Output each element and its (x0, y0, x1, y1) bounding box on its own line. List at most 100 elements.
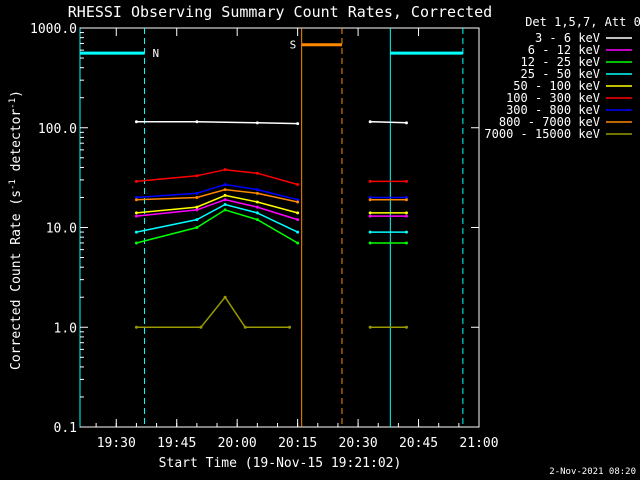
data-point (134, 325, 138, 329)
data-point (255, 218, 259, 222)
y-tick-label: 100.0 (38, 122, 77, 137)
data-point (288, 325, 292, 329)
x-tick-label: 20:15 (278, 436, 317, 451)
data-point (296, 122, 300, 126)
annotation-n: N (153, 47, 160, 60)
legend-label: 25 - 50 keV (521, 67, 600, 81)
data-point (404, 230, 408, 234)
series-line (136, 120, 298, 125)
data-point (404, 121, 408, 125)
data-point (404, 179, 408, 183)
legend-label: 50 - 100 keV (513, 79, 600, 93)
legend-label: 100 - 300 keV (506, 91, 600, 105)
data-point (255, 171, 259, 175)
data-point (255, 121, 259, 125)
data-point (195, 195, 199, 199)
data-point (134, 230, 138, 234)
data-point (368, 198, 372, 202)
y-axis: 0.1 1.0 10.0 100.0 1000.0 (30, 22, 479, 436)
data-point (243, 325, 247, 329)
legend-label: 12 - 25 keV (521, 55, 600, 69)
data-point (296, 230, 300, 234)
data-point (255, 188, 259, 192)
data-point (368, 195, 372, 199)
data-point (134, 195, 138, 199)
data-point (368, 325, 372, 329)
data-point (195, 191, 199, 195)
y-axis-label-mid: detector (9, 109, 24, 180)
x-tick-label: 19:30 (97, 436, 136, 451)
data-point (296, 198, 300, 202)
legend-label: 7000 - 15000 keV (484, 127, 600, 141)
data-point (404, 241, 408, 245)
legend-title: Det 1,5,7, Att 0 (525, 15, 640, 29)
data-point (134, 179, 138, 183)
data-point (404, 211, 408, 215)
data-point (404, 198, 408, 202)
data-point (404, 195, 408, 199)
data-point (199, 325, 203, 329)
data-point (255, 191, 259, 195)
data-point (195, 226, 199, 229)
data-point (404, 214, 408, 218)
data-point (223, 168, 227, 172)
data-point (223, 203, 227, 207)
y-tick-label: 1.0 (54, 321, 77, 336)
x-tick-label: 19:45 (157, 436, 196, 451)
series-group (134, 120, 408, 329)
data-point (368, 211, 372, 215)
x-tick-label: 20:45 (399, 436, 438, 451)
x-tick-label: 20:30 (339, 436, 378, 451)
data-point (296, 200, 300, 204)
data-point (296, 241, 300, 245)
data-point (368, 241, 372, 245)
legend-label: 3 - 6 keV (535, 31, 600, 45)
series-line (370, 120, 407, 124)
y-tick-label: 1000.0 (30, 22, 77, 37)
x-tick-label: 20:00 (218, 436, 257, 451)
y-axis-label-sup1: -1 (8, 179, 18, 190)
y-axis-label-sup2: -1 (8, 98, 18, 109)
data-point (195, 208, 199, 212)
data-point (255, 200, 259, 204)
data-point (134, 120, 138, 124)
data-point (368, 230, 372, 234)
y-axis-label: Corrected Count Rate (s-1 detector-1) (8, 90, 24, 370)
annotation-s: S (290, 39, 297, 52)
data-point (223, 188, 227, 192)
x-tick-label: 21:00 (459, 436, 498, 451)
chart-title: RHESSI Observing Summary Count Rates, Co… (68, 3, 492, 21)
data-point (223, 295, 227, 299)
y-axis-label-main: Corrected Count Rate (s (9, 190, 24, 370)
y-axis-label-end: ) (9, 90, 24, 98)
data-point (368, 120, 372, 124)
x-axis-label: Start Time (19-Nov-15 19:21:02) (159, 456, 402, 471)
data-point (223, 208, 227, 212)
y-tick-label: 10.0 (46, 222, 77, 237)
data-point (296, 211, 300, 215)
x-axis: 19:30 19:45 20:00 20:15 20:30 20:45 21:00 (95, 28, 499, 451)
y-tick-label: 0.1 (54, 421, 77, 436)
data-point (195, 174, 199, 178)
data-point (134, 198, 138, 202)
data-point (223, 193, 227, 197)
legend-label: 6 - 12 keV (528, 43, 600, 57)
data-point (296, 182, 300, 186)
legend-label: 800 - 7000 keV (499, 115, 600, 129)
legend-label: 300 - 800 keV (506, 103, 600, 117)
timestamp: 2-Nov-2021 08:20 (549, 467, 636, 477)
data-point (368, 214, 372, 218)
data-point (255, 205, 259, 209)
data-point (404, 325, 408, 329)
data-point (195, 205, 199, 209)
data-point (134, 241, 138, 245)
data-point (223, 198, 227, 202)
data-point (195, 120, 199, 124)
data-point (296, 218, 300, 222)
event-markers: NS (79, 28, 464, 427)
data-point (134, 214, 138, 218)
data-point (223, 182, 227, 186)
data-point (195, 218, 199, 222)
